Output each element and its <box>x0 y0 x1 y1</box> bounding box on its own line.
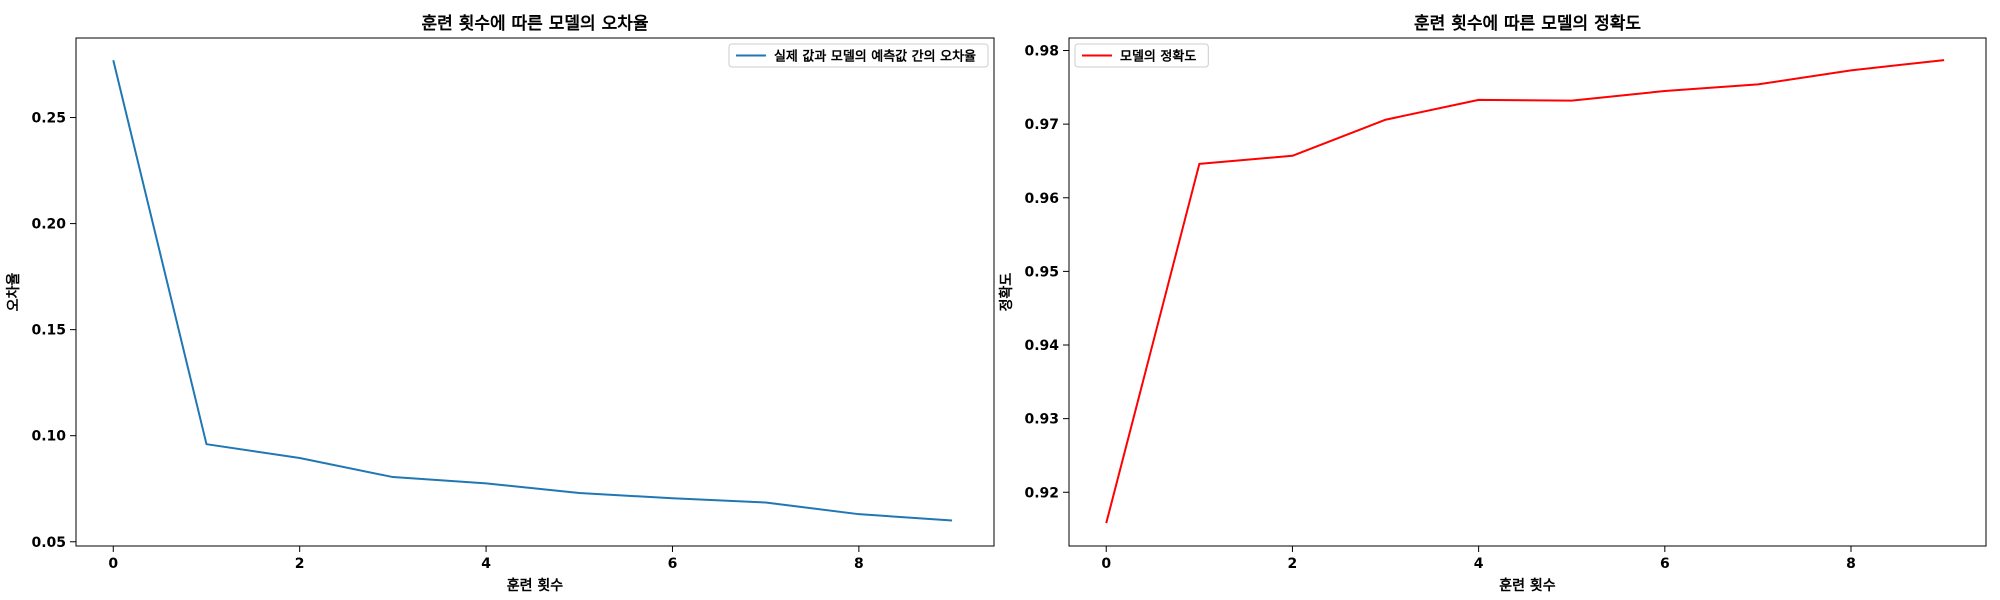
x-tick-label: 2 <box>1288 556 1298 572</box>
x-tick-label: 8 <box>1846 556 1856 572</box>
y-tick-label: 0.15 <box>31 323 66 339</box>
legend-box <box>1074 43 1209 68</box>
legend-label: 모델의 정확도 <box>1120 49 1196 65</box>
x-axis-label: 훈련 횟수 <box>1499 577 1556 594</box>
y-tick-label: 0.93 <box>1024 412 1059 428</box>
x-tick-label: 4 <box>1474 556 1484 572</box>
x-tick-label: 4 <box>481 556 491 572</box>
legend-box <box>728 43 989 68</box>
x-axis-label: 훈련 횟수 <box>507 577 564 594</box>
plot-frame <box>1068 37 1987 547</box>
legend: 실제 값과 모델의 예측값 간의 오차율 <box>728 43 989 68</box>
legend-label: 실제 값과 모델의 예측값 간의 오차율 <box>774 49 976 65</box>
y-axis-label: 오차율 <box>5 273 22 312</box>
y-tick-label: 0.97 <box>1024 117 1059 133</box>
x-tick-label: 6 <box>668 556 678 572</box>
y-tick-label: 0.25 <box>31 111 66 127</box>
error-rate-chart: 훈련 횟수에 따른 모델의 오차율 0 2 4 6 8 0.05 0.10 0.15 0.20 0.… <box>5 13 995 594</box>
y-tick-label: 0.92 <box>1024 485 1059 501</box>
y-tick-label: 0.20 <box>31 217 66 233</box>
legend: 모델의 정확도 <box>1074 43 1209 68</box>
y-tick-label: 0.05 <box>31 535 66 551</box>
x-tick-label: 0 <box>108 556 118 572</box>
y-axis-label: 정확도 <box>998 273 1015 312</box>
chart-title: 훈련 횟수에 따른 모델의 정확도 <box>1414 13 1641 34</box>
chart-title: 훈련 횟수에 따른 모델의 오차율 <box>422 13 649 34</box>
y-tick-label: 0.94 <box>1024 338 1059 354</box>
y-tick-label: 0.98 <box>1024 44 1059 60</box>
y-tick-label: 0.95 <box>1024 264 1059 280</box>
y-tick-label: 0.96 <box>1024 191 1059 207</box>
y-tick-label: 0.10 <box>31 429 66 445</box>
x-tick-label: 8 <box>854 556 864 572</box>
series-line-0 <box>1105 59 1945 524</box>
x-tick-label: 0 <box>1101 556 1111 572</box>
series-line-0 <box>112 60 953 522</box>
x-tick-label: 6 <box>1660 556 1670 572</box>
plot-frame <box>75 37 995 547</box>
accuracy-chart: 훈련 횟수에 따른 모델의 정확도 0 2 4 6 8 0.92 0.93 0.94 0.95 0.… <box>998 13 1987 594</box>
x-tick-label: 2 <box>295 556 305 572</box>
